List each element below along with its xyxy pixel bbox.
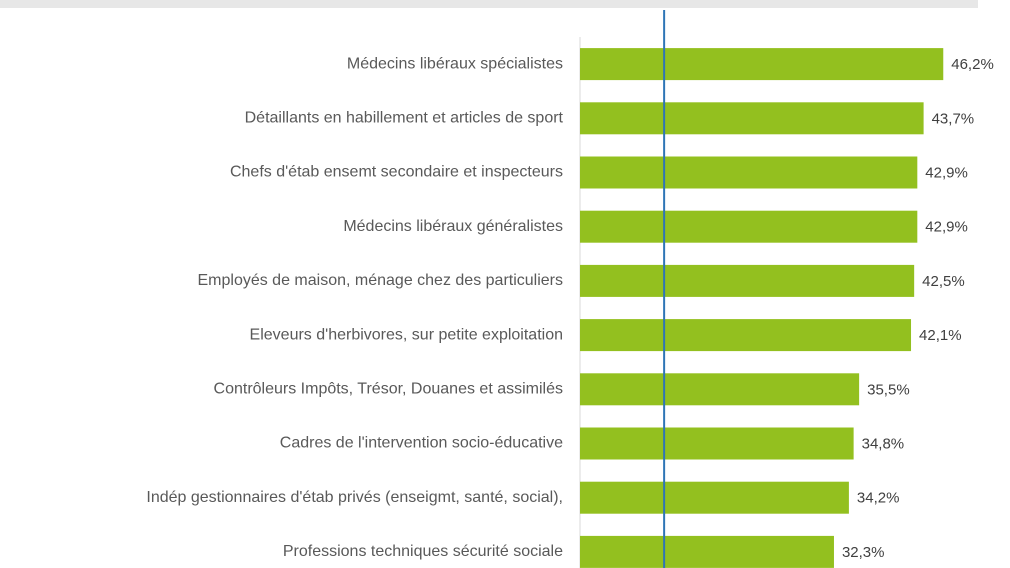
bar xyxy=(580,427,854,460)
category-label: Indép gestionnaires d'étab privés (ensei… xyxy=(146,489,563,506)
value-label: 46,2% xyxy=(951,56,994,73)
value-label: 34,2% xyxy=(857,490,900,507)
bar xyxy=(580,48,944,81)
bar xyxy=(580,481,849,514)
bar xyxy=(580,102,924,135)
value-label: 35,5% xyxy=(867,381,910,398)
bar xyxy=(580,319,912,352)
value-label: 42,1% xyxy=(919,327,962,344)
category-label: Contrôleurs Impôts, Trésor, Douanes et a… xyxy=(214,381,563,398)
value-label: 34,8% xyxy=(862,435,905,452)
category-label: Chefs d'étab ensemt secondaire et inspec… xyxy=(230,164,563,181)
category-label: Médecins libéraux spécialistes xyxy=(347,55,563,72)
category-label: Cadres de l'intervention socio-éducative xyxy=(280,435,563,452)
bar xyxy=(580,156,918,189)
bar xyxy=(580,264,915,297)
bar xyxy=(580,373,860,406)
bar xyxy=(580,210,918,243)
value-label: 42,9% xyxy=(925,164,968,181)
category-label: Employés de maison, ménage chez des part… xyxy=(197,272,563,289)
value-label: 32,3% xyxy=(842,544,885,561)
category-label: Détaillants en habillement et articles d… xyxy=(245,110,564,127)
top-band xyxy=(0,0,978,8)
category-label: Médecins libéraux généralistes xyxy=(343,218,563,235)
category-label: Eleveurs d'herbivores, sur petite exploi… xyxy=(250,326,563,343)
value-label: 42,9% xyxy=(925,219,968,236)
category-label: Professions techniques sécurité sociale xyxy=(283,543,563,560)
bar xyxy=(580,535,834,568)
value-label: 42,5% xyxy=(922,273,965,290)
value-label: 43,7% xyxy=(932,110,975,127)
